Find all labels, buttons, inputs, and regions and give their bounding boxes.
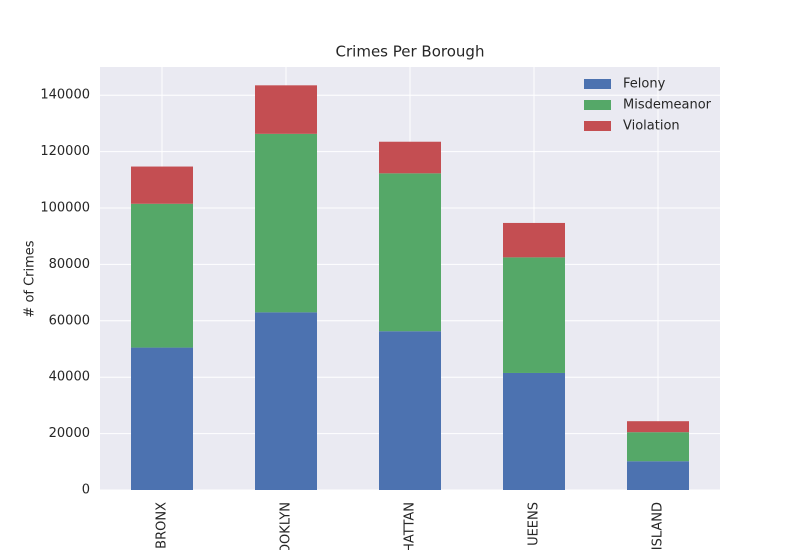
bar-segment — [503, 257, 565, 373]
y-axis-label: # of Crimes — [23, 240, 38, 317]
bar-segment — [255, 133, 317, 313]
y-tick-label: 0 — [82, 483, 90, 498]
legend-swatch — [584, 100, 611, 110]
bar-segment — [627, 432, 689, 462]
x-tick-label: OOKLYN — [279, 502, 294, 550]
bar-segment — [255, 312, 317, 490]
x-tick-label: BRONX — [155, 502, 170, 549]
y-tick-label: 80000 — [49, 257, 90, 272]
y-tick-label: 20000 — [49, 426, 90, 441]
x-tick-label: HATTAN — [403, 502, 418, 550]
bar-segment — [379, 141, 441, 174]
bar-segment — [627, 461, 689, 490]
legend-swatch — [584, 79, 611, 89]
y-tick-label: 140000 — [40, 88, 90, 103]
bar-segment — [131, 203, 193, 348]
bar-segment — [503, 222, 565, 258]
x-tick-label: ISLAND — [651, 502, 666, 550]
bar-segment — [379, 173, 441, 332]
legend-label: Felony — [623, 77, 666, 92]
bar-segment — [255, 85, 317, 134]
chart-title: Crimes Per Borough — [336, 43, 485, 61]
legend-swatch — [584, 121, 611, 131]
bar-segment — [131, 347, 193, 490]
y-tick-label: 120000 — [40, 144, 90, 159]
y-tick-label: 100000 — [40, 201, 90, 216]
y-tick-label: 40000 — [49, 370, 90, 385]
y-tick-label: 60000 — [49, 313, 90, 328]
bar-segment — [627, 421, 689, 433]
legend-label: Misdemeanor — [623, 98, 712, 113]
bar-segment — [131, 166, 193, 204]
x-tick-label: UEENS — [527, 502, 542, 546]
bar-segment — [503, 372, 565, 490]
legend-label: Violation — [623, 119, 680, 134]
bar-segment — [379, 331, 441, 490]
